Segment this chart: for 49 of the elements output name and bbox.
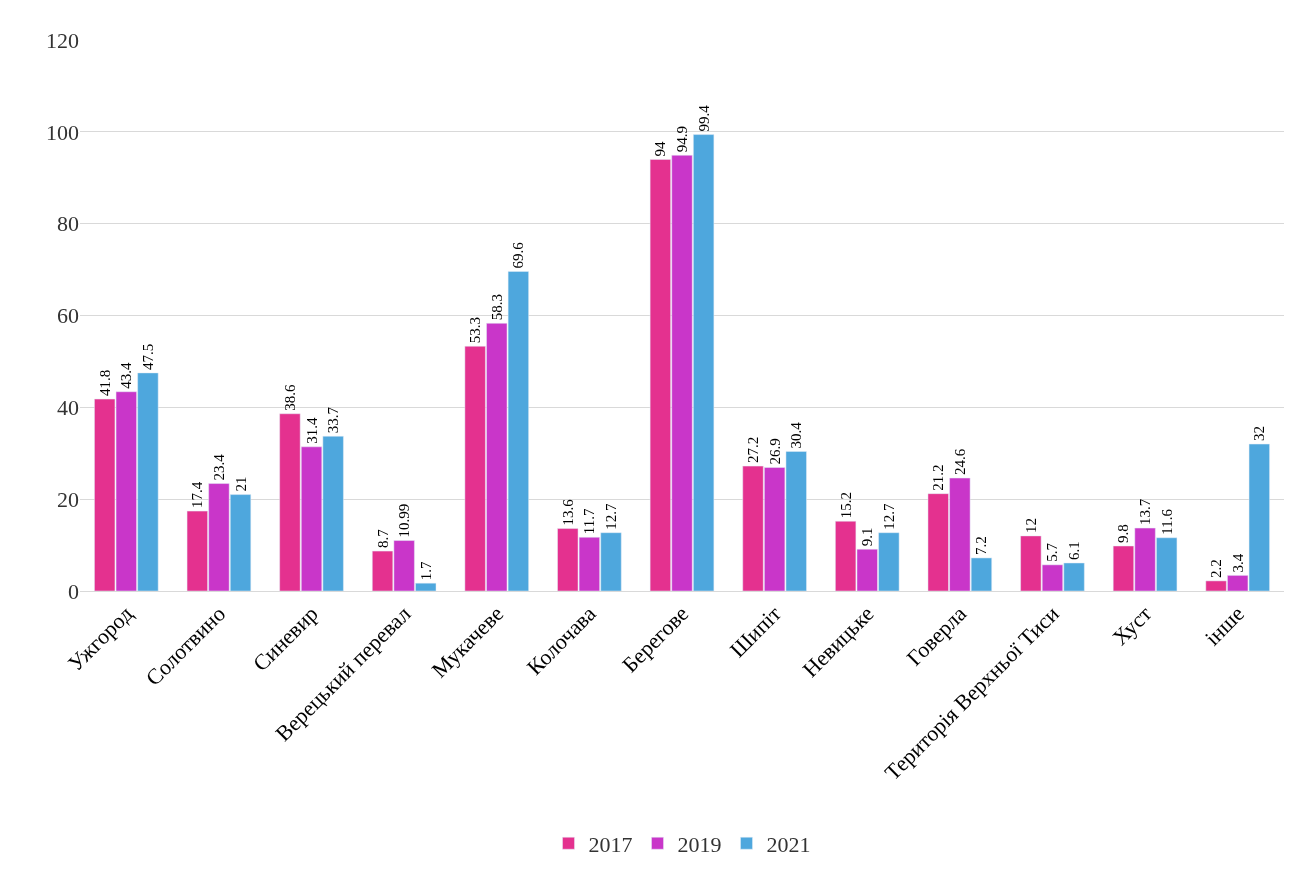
data-label: 32 — [1251, 426, 1268, 442]
data-label: 11.7 — [581, 508, 598, 535]
data-label: 69.6 — [510, 241, 527, 269]
y-tick-label: 40 — [57, 395, 79, 421]
data-label: 1.7 — [417, 560, 434, 581]
data-label: 31.4 — [303, 417, 320, 444]
data-label: 27.2 — [745, 436, 762, 464]
data-label: 7.2 — [973, 536, 990, 555]
data-label: 6.1 — [1066, 541, 1083, 560]
data-label: 24.6 — [951, 448, 968, 476]
data-label: 3.4 — [1229, 553, 1246, 573]
data-label: 26.9 — [766, 438, 783, 465]
data-label: 9.8 — [1115, 524, 1132, 543]
data-label: 9.1 — [859, 527, 876, 547]
data-label: 33.7 — [325, 406, 342, 434]
data-label: 12.7 — [602, 502, 619, 530]
data-label: 11.6 — [1158, 508, 1175, 535]
y-tick-label: 0 — [68, 578, 79, 604]
data-label: 13.6 — [559, 498, 576, 526]
data-label: 30.4 — [788, 421, 805, 449]
data-label: 12.7 — [880, 502, 897, 530]
data-label: 12 — [1022, 517, 1039, 533]
y-tick-label: 120 — [46, 27, 79, 53]
y-tick-label: 20 — [57, 486, 79, 512]
data-label: 21.2 — [930, 464, 947, 491]
y-tick-label: 60 — [57, 303, 79, 329]
data-label: 47.5 — [139, 343, 156, 370]
data-label: 2.2 — [1208, 559, 1225, 578]
data-label: 99.4 — [695, 104, 712, 132]
legend-label: 2019 — [677, 831, 722, 857]
data-label: 23.4 — [210, 453, 227, 481]
data-label: 21 — [232, 476, 249, 492]
data-label: 41.8 — [96, 369, 113, 397]
data-label: 10.99 — [396, 503, 413, 538]
data-label: 17.4 — [189, 481, 206, 509]
data-label: 8.7 — [374, 528, 391, 549]
data-label: 13.7 — [1137, 498, 1154, 526]
legend-label: 2021 — [766, 831, 811, 857]
data-label: 5.7 — [1044, 542, 1061, 562]
legend-label: 2017 — [588, 831, 633, 857]
y-tick-label: 80 — [57, 211, 79, 237]
y-tick-label: 100 — [46, 119, 79, 145]
data-label: 94 — [652, 140, 669, 157]
data-label: 94.9 — [674, 126, 690, 153]
data-label: 58.3 — [488, 294, 505, 321]
data-label: 38.6 — [281, 384, 298, 411]
data-label: 53.3 — [467, 317, 484, 344]
data-label: 15.2 — [837, 491, 854, 519]
data-label: 43.4 — [118, 361, 135, 389]
